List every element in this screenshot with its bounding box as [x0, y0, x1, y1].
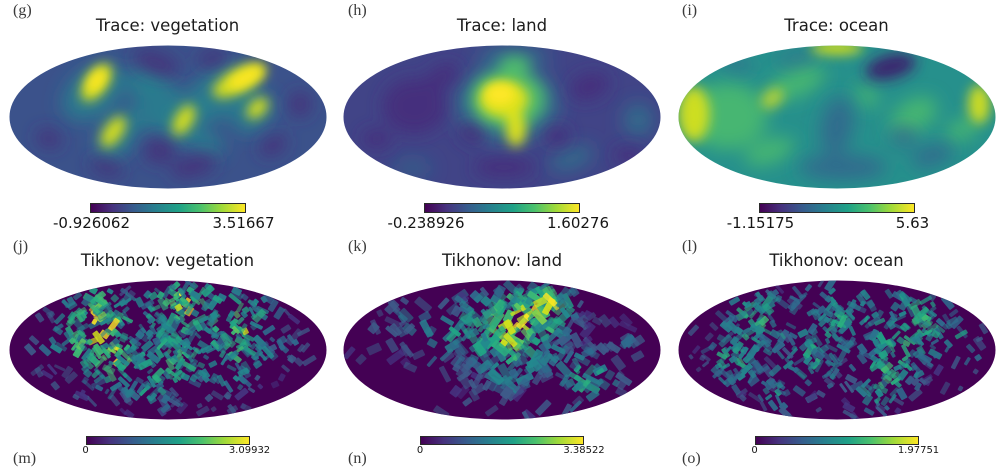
panel-title: Tikhonov: vegetation — [80, 251, 255, 270]
colorbar-labels: -1.15175 5.63 — [719, 214, 955, 232]
colorbar-labels: 0 3.09932 — [56, 445, 280, 456]
colorbar-gradient — [424, 203, 580, 213]
mollweide-map-tikhonov-vegetation — [8, 280, 327, 420]
panel-title: Trace: ocean — [784, 16, 889, 35]
colorbar-gradient — [85, 436, 250, 445]
panel-letter-label: (j) — [13, 238, 29, 255]
mollweide-map-trace-land — [343, 45, 661, 189]
panel-trace-land: (h) Trace: land -0.238926 1.60276 — [335, 0, 669, 233]
panel-letter-label: (k) — [348, 238, 367, 255]
panel-letter-label: (l) — [682, 238, 698, 255]
colorbar-gradient — [420, 436, 584, 445]
colorbar-max-label: 1.60276 — [546, 214, 610, 232]
colorbar-min-label: -1.15175 — [726, 214, 795, 232]
mollweide-map-tikhonov-land — [343, 280, 661, 420]
panel-title: Tikhonov: ocean — [769, 251, 904, 270]
colorbar-max-label: 3.38522 — [563, 445, 605, 456]
colorbar-max-label: 5.63 — [895, 214, 930, 232]
colorbar-gradient — [754, 436, 919, 445]
panel-letter-label-bottom: (m) — [13, 450, 37, 467]
panel-letter-label-bottom: (o) — [682, 450, 701, 467]
panel-trace-ocean: (i) Trace: ocean -1.15175 5.63 — [669, 0, 1004, 233]
colorbar-min-label: 0 — [751, 445, 758, 456]
mollweide-map-trace-vegetation — [8, 45, 327, 189]
colorbar-max-label: 3.09932 — [228, 445, 271, 456]
colorbar-max-label: 3.51667 — [212, 214, 275, 232]
panel-letter-label: (i) — [682, 2, 698, 19]
colorbar-labels: -0.926062 3.51667 — [50, 214, 286, 232]
colorbar-labels: -0.238926 1.60276 — [384, 214, 620, 232]
colorbar-min-label: -0.926062 — [53, 214, 130, 232]
panel-tikhonov-land: (k) Tikhonov: land 0 3.38522 (n) — [335, 233, 669, 473]
colorbar-min-label: 0 — [416, 445, 424, 456]
panel-letter-label: (g) — [13, 2, 32, 19]
mollweide-map-trace-ocean — [677, 45, 996, 189]
colorbar-max-label: 1.97751 — [897, 445, 940, 456]
colorbar-labels: 0 3.38522 — [390, 445, 614, 456]
panel-title: Tikhonov: land — [441, 251, 563, 270]
panel-trace-vegetation: (g) Trace: vegetation -0.926062 3.51667 — [0, 0, 335, 233]
panel-tikhonov-ocean: (l) Tikhonov: ocean 0 1.97751 (o) — [669, 233, 1004, 473]
colorbar-min-label: -0.238926 — [387, 214, 465, 232]
panel-letter-label: (h) — [348, 2, 367, 19]
colorbar-gradient — [758, 203, 915, 213]
panel-tikhonov-vegetation: (j) Tikhonov: vegetation 0 3.09932 (m) — [0, 233, 335, 473]
colorbar-gradient — [89, 203, 246, 213]
colorbar-labels: 0 1.97751 — [725, 445, 949, 456]
colorbar-min-label: 0 — [82, 445, 89, 456]
mollweide-map-tikhonov-ocean — [677, 280, 996, 420]
panel-letter-label-bottom: (n) — [348, 450, 367, 467]
panel-title: Trace: land — [456, 16, 548, 35]
panel-title: Trace: vegetation — [95, 16, 240, 35]
